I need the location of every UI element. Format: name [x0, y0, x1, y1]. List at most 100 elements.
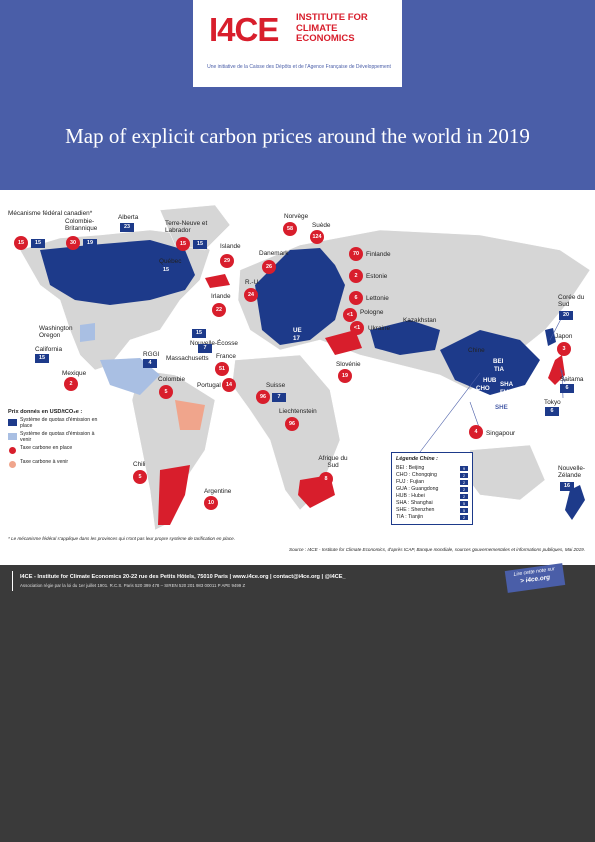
- legend-row-ets-planned: Système de quotas d'émission à venir: [8, 431, 128, 443]
- label-irlande: Irlande: [211, 293, 231, 300]
- marker-danemark[interactable]: 26: [262, 260, 276, 274]
- legend-ets-in-place: Système de quotas d'émission en place: [20, 417, 98, 429]
- china-legend-row: TIA : Tianjin: [396, 514, 424, 520]
- marker-estonie[interactable]: 2: [349, 269, 363, 283]
- label-cho: CHO: [476, 385, 490, 392]
- label-argentine: Argentine: [204, 488, 232, 495]
- marker-mexique[interactable]: 2: [64, 377, 78, 391]
- ets-in-place-swatch: [8, 419, 17, 426]
- marker-norvege[interactable]: 58: [283, 222, 297, 236]
- saitama-leader: [559, 367, 566, 383]
- china-legend: Légende Chine : BEI : Beijing 9 CHO : Ch…: [391, 452, 473, 525]
- marker-afrique-sud[interactable]: 8: [319, 472, 333, 486]
- marker-slovenie[interactable]: 19: [338, 369, 352, 383]
- china-legend-value: 2: [460, 494, 468, 499]
- label-estonie: Estonie: [366, 273, 388, 280]
- label-coree: Corée du Sud: [558, 294, 585, 308]
- marker-japon[interactable]: 3: [557, 342, 571, 356]
- label-ukraine: Ukraine: [368, 325, 391, 332]
- marker-suisse-tax[interactable]: 96: [256, 390, 270, 404]
- china-legend-value: 5: [460, 508, 468, 513]
- marker-suisse-ets[interactable]: 7: [272, 393, 286, 402]
- label-japon: Japon: [555, 333, 573, 340]
- marker-mecanisme-ets[interactable]: 15: [31, 239, 45, 248]
- source-note: Source : I4CE - Institute for Climate Ec…: [289, 547, 585, 552]
- marker-mecanisme-tax[interactable]: 15: [14, 236, 28, 250]
- label-alberta: Alberta: [118, 214, 139, 221]
- map-area: Mécanisme fédéral canadien* 15 15 Colomb…: [0, 190, 595, 565]
- marker-france[interactable]: 51: [215, 362, 229, 376]
- marker-terre-neuve-ets[interactable]: 15: [193, 240, 207, 249]
- legend-tax-planned: Taxe carbone à venir: [20, 459, 69, 465]
- china-legend-row: SHA : Shanghai: [396, 500, 433, 506]
- marker-colombie-brit-tax[interactable]: 30: [66, 236, 80, 250]
- label-liechtenstein: Liechtenstein: [279, 408, 317, 415]
- marker-saitama[interactable]: 6: [560, 384, 574, 393]
- marker-colombie-brit-ets[interactable]: 19: [83, 239, 97, 248]
- marker-alberta-ets[interactable]: 23: [120, 223, 134, 232]
- china-legend-value: 9: [460, 466, 468, 471]
- marker-colombie[interactable]: 5: [159, 385, 173, 399]
- marker-rggi[interactable]: 4: [143, 359, 157, 368]
- korea-ets: [545, 328, 556, 346]
- marker-coree[interactable]: 20: [559, 311, 573, 320]
- marker-liechtenstein[interactable]: 96: [285, 417, 299, 431]
- label-massachusetts: Massachusetts: [166, 355, 209, 362]
- marker-pologne[interactable]: <1: [343, 308, 357, 322]
- australia-land: [464, 444, 546, 501]
- marker-argentine[interactable]: 10: [204, 496, 218, 510]
- logo-name: INSTITUTE FOR CLIMATE ECONOMICS: [296, 12, 368, 44]
- label-mexique: Mexique: [62, 370, 87, 377]
- marker-ukraine[interactable]: <1: [350, 321, 364, 335]
- footer-address[interactable]: I4CE - Institute for Climate Economics 2…: [20, 574, 346, 580]
- marker-irlande[interactable]: 22: [212, 303, 226, 317]
- marker-portugal[interactable]: 14: [222, 378, 236, 392]
- label-rggi: RGGI: [143, 351, 160, 358]
- label-slovenie: Slovénie: [336, 361, 361, 368]
- label-portugal: Portugal: [197, 382, 221, 389]
- logo-mark: I4CE: [209, 11, 279, 48]
- marker-singapour[interactable]: 4: [469, 425, 483, 439]
- legend-ets-planned: Système de quotas d'émission à venir: [20, 431, 95, 443]
- label-islande: Islande: [220, 243, 241, 250]
- marker-nouvelle-ecosse[interactable]: 15: [192, 329, 206, 338]
- ets-planned-swatch: [8, 433, 17, 440]
- marker-chili[interactable]: 5: [133, 470, 147, 484]
- marker-islande[interactable]: 29: [220, 254, 234, 268]
- marker-nz[interactable]: 16: [560, 482, 574, 491]
- label-afrique-sud: Afrique du Sud: [318, 455, 348, 469]
- legend-tax-in-place: Taxe carbone en place: [20, 445, 73, 451]
- marker-finlande[interactable]: 70: [349, 247, 363, 261]
- china-legend-value: 2: [460, 473, 468, 478]
- marker-terre-neuve-tax[interactable]: 15: [176, 237, 190, 251]
- china-legend-row: CHO : Chongqing: [396, 472, 437, 478]
- marker-ru[interactable]: 24: [244, 288, 258, 302]
- marker-tokyo[interactable]: 6: [545, 407, 559, 416]
- marker-lettonie[interactable]: 6: [349, 291, 363, 305]
- label-norvege: Norvège: [284, 213, 309, 220]
- label-france: France: [216, 353, 236, 360]
- label-bei: BEI: [493, 358, 504, 365]
- label-lettonie: Lettonie: [366, 295, 389, 302]
- label-danemark: Danemark: [259, 250, 289, 257]
- kazakhstan-ets: [370, 320, 440, 355]
- label-suisse: Suisse: [266, 382, 286, 389]
- marker-quebec[interactable]: 15: [159, 266, 173, 275]
- marker-california[interactable]: 15: [35, 354, 49, 363]
- label-she: SHE: [495, 404, 508, 411]
- china-legend-row: GUA : Guangdong: [396, 486, 439, 492]
- tax-planned-swatch: [9, 461, 16, 468]
- nz-ets: [565, 485, 585, 520]
- label-singapour: Singapour: [486, 430, 516, 437]
- logo[interactable]: I4CE INSTITUTE FOR CLIMATE ECONOMICS Une…: [193, 0, 402, 87]
- read-online-badge[interactable]: Lire cette note sur > i4ce.org: [504, 563, 566, 593]
- footer-association: Association régie par la loi du 1er juil…: [20, 583, 246, 588]
- marker-massachusetts[interactable]: 7: [198, 344, 212, 353]
- header: I4CE INSTITUTE FOR CLIMATE ECONOMICS Une…: [0, 0, 595, 190]
- label-gua: GUA: [488, 395, 502, 402]
- marker-ue[interactable]: 17: [293, 335, 300, 342]
- label-finlande: Finlande: [366, 251, 391, 258]
- label-california: California: [35, 346, 62, 353]
- marker-suede[interactable]: 124: [310, 230, 324, 244]
- japan-tax: [548, 355, 565, 385]
